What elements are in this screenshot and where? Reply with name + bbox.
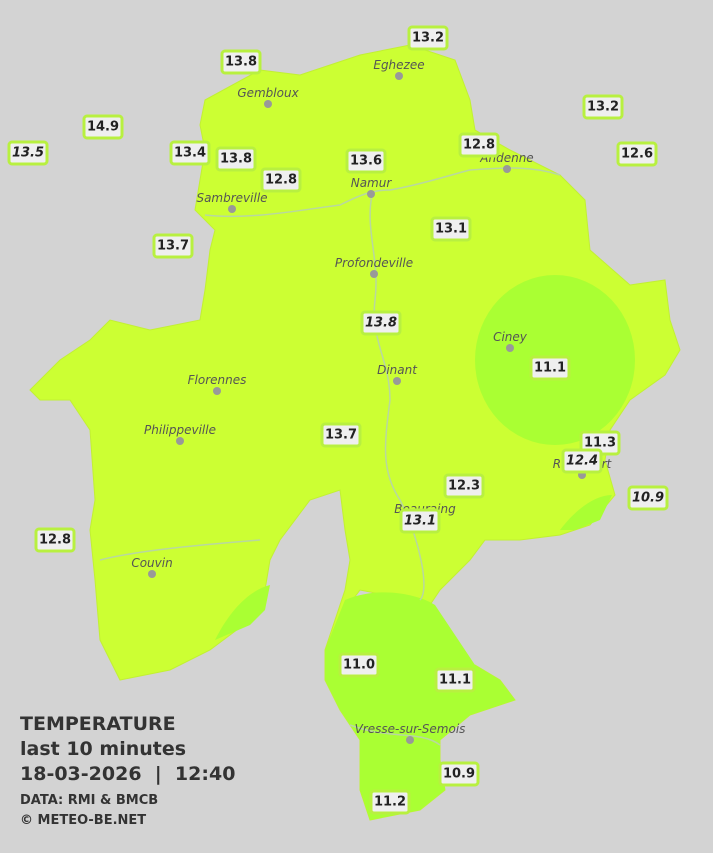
station-box [443, 473, 485, 499]
river [99, 539, 261, 561]
station-box [152, 233, 194, 259]
river [204, 167, 561, 218]
river [369, 194, 425, 601]
town-name: Florennes [188, 373, 247, 387]
station-value: 12.3 [448, 479, 480, 494]
zone [560, 495, 612, 530]
station-box [260, 167, 302, 193]
station-value: 13.4 [174, 146, 206, 161]
station-box [345, 148, 387, 174]
town-name: Eghezee [373, 58, 424, 72]
town-dot [367, 190, 375, 198]
town-name: Couvin [131, 556, 172, 570]
station-box [582, 94, 624, 120]
station-box [169, 140, 211, 166]
station-value: 13.7 [157, 239, 189, 254]
town-name: Dinant [377, 363, 418, 377]
legend-period: last 10 minutes [20, 738, 186, 760]
town-dot [393, 377, 401, 385]
town-name: Namur [351, 176, 393, 190]
station-value: 13.8 [225, 55, 257, 70]
station-box [458, 132, 500, 158]
station-box [434, 667, 476, 693]
town-dot [264, 100, 272, 108]
town-dot [228, 205, 236, 213]
town-dot [370, 270, 378, 278]
station-box [220, 49, 262, 75]
station-box [438, 761, 480, 787]
town-dot [176, 437, 184, 445]
station-value: 11.0 [343, 658, 375, 673]
legend-source: DATA: RMI & BMCB [20, 793, 158, 808]
station-value: 13.6 [350, 154, 382, 169]
station-box [529, 355, 571, 381]
station-value: 12.8 [463, 138, 495, 153]
legend-timestamp: 18-03-2026 | 12:40 [20, 763, 235, 785]
town-name: Gembloux [237, 86, 299, 100]
station-value: 10.9 [443, 767, 475, 782]
town-dot [506, 344, 514, 352]
zone [325, 592, 515, 820]
rivers [99, 167, 561, 746]
station-box [399, 508, 441, 534]
station-value: 13.8 [365, 316, 397, 331]
town-dot [503, 165, 511, 173]
station-box [561, 448, 603, 474]
town-dot [406, 736, 414, 744]
station-box [407, 25, 449, 51]
town-dot [213, 387, 221, 395]
station-box [7, 140, 49, 166]
station-value: 13.5 [12, 146, 44, 161]
town-name: Vresse-sur-Semois [355, 722, 466, 736]
station-value: 12.8 [265, 173, 297, 188]
town-name: Profondeville [335, 256, 413, 270]
station-value: 14.9 [87, 120, 119, 135]
town-dot [148, 570, 156, 578]
station-value: 13.1 [404, 514, 436, 529]
station-value: 13.2 [587, 100, 619, 115]
station-box [82, 114, 124, 140]
station-box [360, 310, 402, 336]
town-name: Sambreville [196, 191, 267, 205]
station-value: 11.1 [534, 361, 566, 376]
station-value: 12.6 [621, 147, 653, 162]
station-value: 13.7 [325, 428, 357, 443]
station-box [34, 527, 76, 553]
station-value: 10.9 [632, 491, 664, 506]
station-value: 12.4 [566, 454, 598, 469]
station-box [338, 652, 380, 678]
stations: 13.2 13.8 13.2 14.9 13.5 13.4 13.8 12.8 12.6 13.6… [7, 25, 669, 815]
station-value: 13.1 [435, 222, 467, 237]
station-box [616, 141, 658, 167]
legend-title: TEMPERATURE [20, 713, 176, 735]
station-box [215, 146, 257, 172]
station-value: 11.2 [374, 795, 406, 810]
town-dot [395, 72, 403, 80]
station-value: 11.1 [439, 673, 471, 688]
town-name: Philippeville [144, 423, 216, 437]
station-box [369, 789, 411, 815]
station-value: 12.8 [39, 533, 71, 548]
station-box [320, 422, 362, 448]
station-box [430, 216, 472, 242]
station-box [627, 485, 669, 511]
station-value: 13.2 [412, 31, 444, 46]
station-value: 11.3 [584, 436, 616, 451]
river [349, 724, 441, 746]
legend-copyright: © METEO-BE.NET [20, 813, 146, 828]
towns: EghezeeGemblouxAndenneNamurSambrevillePr… [131, 58, 613, 744]
town-name: Ciney [493, 330, 528, 344]
zone [215, 585, 270, 640]
station-value: 13.8 [220, 152, 252, 167]
